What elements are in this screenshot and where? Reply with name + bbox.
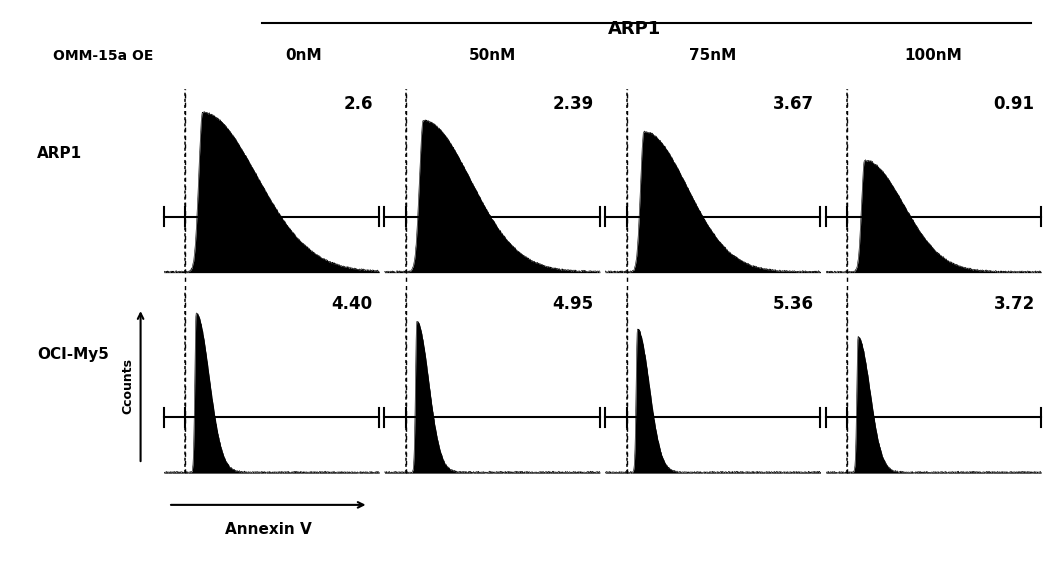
Text: OCI-My5: OCI-My5 xyxy=(37,347,109,362)
Text: Ccounts: Ccounts xyxy=(122,358,134,414)
Text: 75nM: 75nM xyxy=(689,48,737,63)
Text: 3.72: 3.72 xyxy=(994,295,1035,313)
Text: ARP1: ARP1 xyxy=(37,146,82,161)
Text: 2.39: 2.39 xyxy=(552,95,593,113)
Text: OMM-15a OE: OMM-15a OE xyxy=(53,50,153,63)
Text: 100nM: 100nM xyxy=(905,48,962,63)
Text: 50nM: 50nM xyxy=(468,48,516,63)
Text: 5.36: 5.36 xyxy=(773,295,814,313)
Text: ARP1: ARP1 xyxy=(608,20,661,38)
Text: Annexin V: Annexin V xyxy=(225,522,312,537)
Text: 3.67: 3.67 xyxy=(773,95,814,113)
Text: 4.95: 4.95 xyxy=(552,295,593,313)
Text: 4.40: 4.40 xyxy=(332,295,373,313)
Text: 0nM: 0nM xyxy=(285,48,322,63)
Text: 0.91: 0.91 xyxy=(994,95,1035,113)
Text: 2.6: 2.6 xyxy=(344,95,373,113)
